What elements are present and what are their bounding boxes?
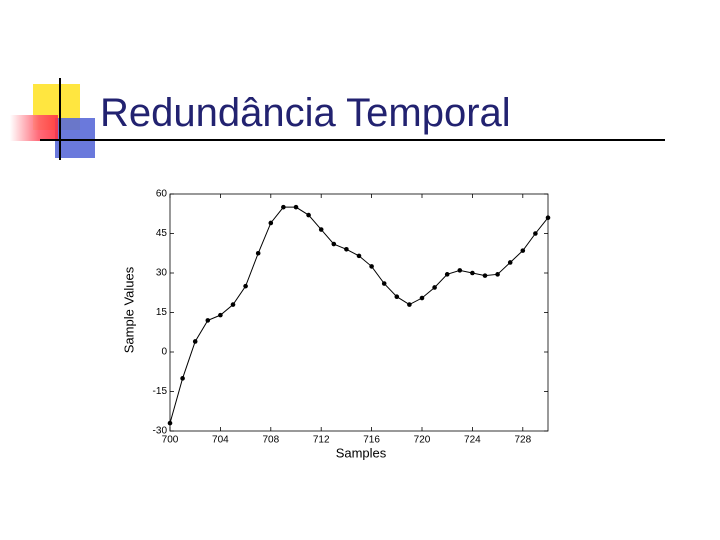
data-point	[520, 248, 526, 253]
data-point	[482, 273, 488, 278]
data-point	[218, 312, 223, 318]
y-tick-label: 30	[156, 268, 168, 279]
data-point	[457, 268, 463, 273]
data-point	[470, 270, 475, 276]
data-point	[255, 250, 261, 256]
data-point	[507, 260, 513, 265]
y-axis-label: Sample Values	[121, 266, 136, 353]
data-point	[180, 376, 185, 381]
x-axis-label: Samples	[336, 445, 387, 460]
x-tick-label: 708	[262, 435, 279, 446]
x-tick-label: 704	[212, 435, 229, 446]
data-point	[293, 204, 299, 210]
data-point	[268, 220, 274, 226]
x-tick-label: 712	[313, 435, 330, 446]
y-tick-label: 15	[156, 307, 168, 318]
data-point	[230, 302, 236, 307]
x-tick-label: 728	[514, 435, 531, 446]
data-point	[306, 212, 311, 218]
data-point	[545, 215, 551, 220]
logo-red	[10, 115, 58, 141]
x-tick-label: 700	[162, 435, 179, 446]
data-point	[495, 272, 500, 277]
data-point	[407, 302, 412, 307]
data-point	[381, 281, 387, 286]
data-point	[369, 264, 374, 269]
data-point	[192, 339, 198, 344]
data-point	[444, 272, 450, 277]
data-point	[394, 294, 400, 300]
plot-frame	[169, 193, 549, 432]
x-tick-label: 716	[363, 435, 380, 446]
data-point	[281, 204, 286, 210]
data-point	[205, 318, 211, 323]
data-point	[432, 285, 437, 290]
series-line	[169, 206, 549, 424]
data-point	[356, 253, 362, 259]
data-point	[243, 283, 248, 289]
x-tick-label: 720	[414, 435, 431, 446]
data-point	[318, 227, 324, 232]
y-tick-label: -15	[153, 386, 168, 397]
y-tick-label: 0	[161, 347, 167, 358]
data-point	[344, 247, 349, 252]
data-point	[419, 295, 425, 301]
data-point	[167, 420, 173, 426]
y-tick-label: 60	[156, 189, 168, 200]
y-tick-label: 45	[156, 228, 168, 239]
y-tick-label: -30	[153, 426, 168, 437]
plot: 700 704 708 712 716 720 724 728 -30 -15 0 15 30 45 60	[153, 189, 551, 446]
x-tick-label: 724	[464, 435, 481, 446]
data-point	[331, 241, 337, 247]
slide-title: Redundância Temporal	[100, 91, 511, 135]
logo-blue	[55, 118, 95, 158]
data-point	[533, 231, 538, 236]
